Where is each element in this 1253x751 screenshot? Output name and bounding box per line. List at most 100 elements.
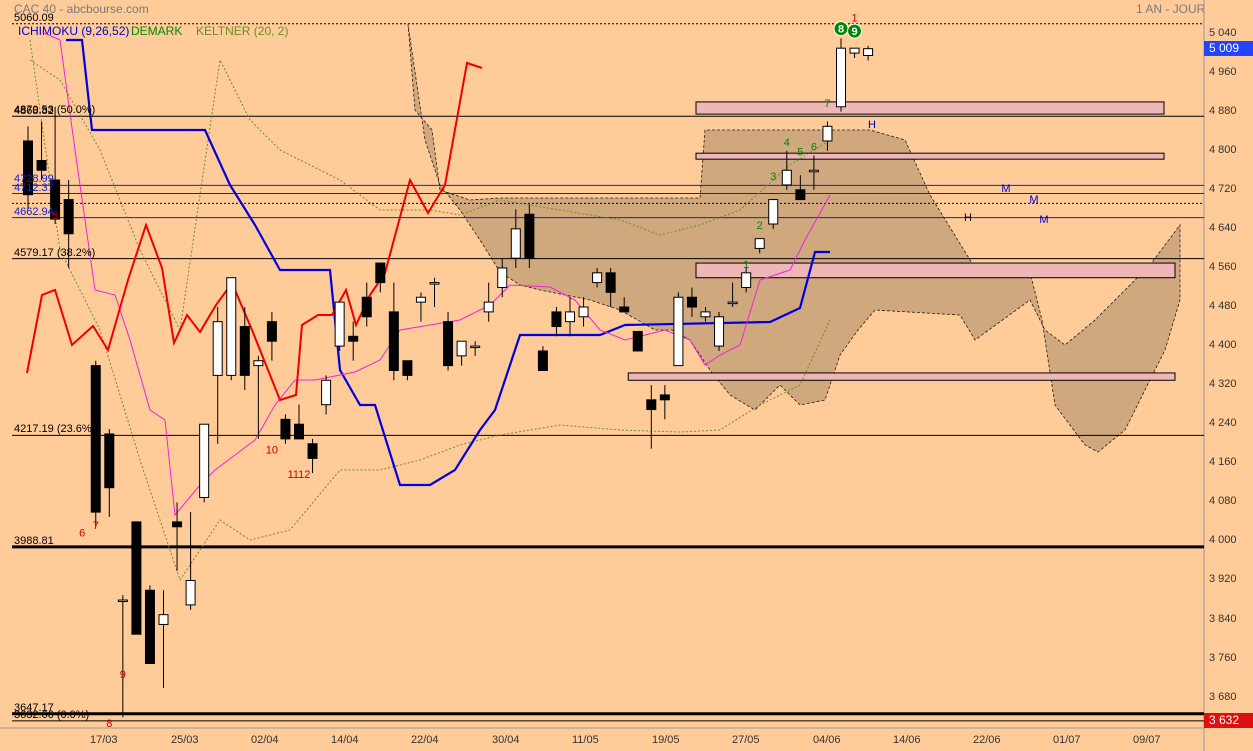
x-tick-label: 14/06 (893, 734, 921, 746)
candle-up (185, 579, 196, 606)
candle-down (537, 350, 548, 372)
candle-up (578, 306, 589, 318)
level-label: 3647.17 (14, 702, 54, 714)
demark-count: 7 (824, 98, 830, 110)
candle-up (158, 614, 169, 625)
y-tick-label: 4 480 (1209, 300, 1237, 312)
candle-up (565, 311, 575, 323)
candle-up (456, 340, 467, 357)
demark-badge (847, 23, 863, 39)
demark-count: 7 (93, 520, 99, 532)
candle-down (50, 179, 61, 220)
legend-keltner[interactable]: KELTNER (20, 2) (196, 24, 289, 38)
candle-up (768, 199, 779, 225)
y-tick-label: 4 960 (1209, 66, 1237, 78)
demark-badge-text: 9 (851, 26, 857, 38)
candle-down (307, 443, 318, 459)
candle-down (266, 321, 277, 342)
y-tick-label: 3 680 (1209, 691, 1237, 703)
price-badge: 3 632 (1204, 713, 1253, 728)
candle-down (36, 160, 47, 171)
level-label: 3632.66 (0.0%) (14, 709, 90, 721)
demark-badge-text: 8 (838, 24, 844, 36)
candle-up (212, 321, 223, 376)
candle-down (348, 335, 359, 342)
resistance-zone (695, 152, 1165, 160)
y-tick-label: 5 040 (1209, 27, 1237, 39)
x-tick-label: 02/04 (251, 734, 279, 746)
demark-count: 6 (79, 528, 85, 540)
candle-down (551, 311, 562, 328)
candle-up (497, 267, 508, 288)
level-label: 4662.94 (14, 206, 54, 218)
candle-up (510, 228, 521, 259)
candle-down (280, 418, 291, 440)
y-tick-label: 4 640 (1209, 222, 1237, 234)
candle-down (63, 199, 74, 235)
hm-label: M (1039, 214, 1048, 226)
candle-down (686, 296, 697, 308)
demark-count: 9 (120, 669, 126, 681)
candle-up (822, 125, 833, 142)
hm-label: H (868, 119, 876, 131)
candle-up (226, 277, 237, 376)
y-tick-label: 3 760 (1209, 652, 1237, 664)
x-tick-label: 17/03 (90, 734, 118, 746)
candle-down (361, 296, 372, 318)
candle-up (863, 48, 874, 57)
y-tick-label: 4 400 (1209, 339, 1237, 351)
candle-up (253, 360, 264, 367)
hm-label: M (1001, 183, 1010, 195)
candle-down (239, 326, 250, 376)
legend-demark[interactable]: DEMARK (131, 24, 183, 38)
level-label: 5060.09 (14, 12, 54, 24)
candle-down (294, 423, 304, 440)
chart-title: CAC 40 - abcbourse.com (14, 2, 149, 16)
demark-count: 3 (770, 171, 776, 183)
level-label: 4712.37 (14, 182, 54, 194)
y-tick-label: 4 320 (1209, 378, 1237, 390)
y-tick-label: 4 160 (1209, 456, 1237, 468)
candle-down (524, 213, 535, 259)
candle-up (592, 272, 603, 284)
legend-ichimoku[interactable]: ICHIMOKU (9,26,52) (18, 24, 130, 38)
candle-down (388, 311, 399, 371)
candle-up (849, 47, 860, 54)
candle-up (714, 316, 725, 347)
candle-up (700, 311, 711, 318)
x-tick-label: 22/06 (973, 734, 1001, 746)
candle-up (199, 423, 210, 498)
demark-count: 5 (797, 147, 803, 159)
candle-down (90, 365, 101, 513)
candle-down (659, 394, 670, 401)
x-tick-label: 11/05 (572, 734, 599, 746)
x-tick-label: 22/04 (411, 734, 439, 746)
candle-up (754, 238, 765, 249)
chart-period[interactable]: 1 AN - JOUR (1136, 2, 1206, 16)
y-tick-label: 4 880 (1209, 105, 1237, 117)
candle-down (605, 272, 616, 293)
x-tick-label: 19/05 (652, 734, 680, 746)
x-tick-label: 14/04 (331, 734, 359, 746)
demark-count: 1 (851, 12, 857, 24)
candle-up (727, 301, 738, 305)
demark-count: 6 (811, 142, 817, 154)
resistance-zone (627, 372, 1176, 381)
x-tick-label: 01/07 (1053, 734, 1081, 746)
y-tick-label: 3 840 (1209, 613, 1237, 625)
candle-up (483, 301, 494, 313)
demark-count: 10 (266, 445, 278, 457)
x-tick-label: 04/06 (813, 734, 841, 746)
candle-up (808, 169, 819, 173)
demark-count: 1112 (288, 469, 311, 481)
candle-down (23, 140, 33, 196)
demark-count: 2 (757, 220, 763, 232)
x-tick-label: 30/04 (492, 734, 520, 746)
demark-count: 5 (52, 210, 58, 222)
candle-down (104, 433, 115, 489)
x-tick-label: 27/05 (732, 734, 760, 746)
candle-up (334, 301, 345, 347)
y-tick-label: 4 080 (1209, 495, 1237, 507)
candle-down (632, 330, 643, 352)
